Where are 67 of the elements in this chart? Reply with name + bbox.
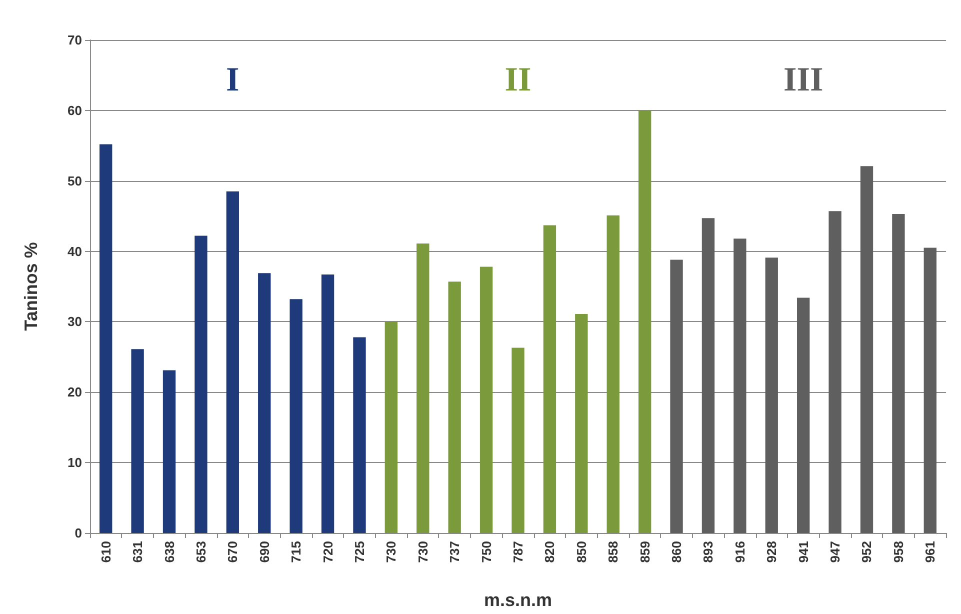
x-tick-label: 750 xyxy=(478,541,494,563)
x-tick-label: 958 xyxy=(890,541,906,563)
y-tick-label: 20 xyxy=(68,384,82,400)
x-tick-label: 858 xyxy=(606,541,621,563)
x-tick-label: 820 xyxy=(542,541,558,563)
bar xyxy=(796,298,810,533)
bar xyxy=(384,322,398,533)
bar xyxy=(765,258,778,533)
bar xyxy=(543,225,556,533)
bar xyxy=(448,282,461,533)
x-tick-label: 730 xyxy=(415,541,430,563)
text: III xyxy=(783,62,824,98)
x-tick-label: 961 xyxy=(922,541,938,563)
bar xyxy=(100,144,112,533)
x-tick-label: 653 xyxy=(193,541,208,563)
bar xyxy=(575,314,588,533)
bar xyxy=(924,248,936,533)
y-axis-title: Taninos % xyxy=(21,242,41,331)
x-tick-label: 631 xyxy=(130,541,146,563)
y-tick-label: 60 xyxy=(68,102,82,118)
x-tick-label: 690 xyxy=(256,541,272,563)
bar xyxy=(860,166,874,533)
y-tick-label: 30 xyxy=(68,314,82,330)
x-axis-title: m.s.n.m xyxy=(484,590,552,610)
bar xyxy=(290,299,302,533)
x-tick-label: 720 xyxy=(320,541,336,563)
x-tick-label: 893 xyxy=(700,541,716,563)
x-tick-label: 947 xyxy=(828,541,843,563)
text: I xyxy=(226,62,240,98)
x-tick-label: 638 xyxy=(162,541,177,563)
text: II xyxy=(504,62,532,98)
x-tick-label: 725 xyxy=(352,541,367,563)
x-tick-label: 916 xyxy=(732,541,748,563)
bar xyxy=(194,236,208,533)
x-tick-label: 670 xyxy=(225,541,240,563)
bar xyxy=(512,348,524,533)
bar xyxy=(162,370,176,533)
y-tick-label: 40 xyxy=(68,244,82,259)
x-tick-label: 610 xyxy=(98,541,114,563)
x-tick-label: 715 xyxy=(288,541,304,563)
bar xyxy=(828,211,842,533)
bar xyxy=(670,260,683,533)
y-tick-label: 50 xyxy=(68,173,82,188)
x-tick-label: 928 xyxy=(764,541,780,563)
bar xyxy=(226,191,240,533)
y-tick-label: 0 xyxy=(74,526,82,540)
x-tick-label: 860 xyxy=(669,541,684,563)
x-tick-label: 730 xyxy=(384,541,399,563)
x-tick-label: 941 xyxy=(796,541,811,563)
bar xyxy=(734,238,746,533)
x-tick-label: 850 xyxy=(574,541,589,563)
y-tick-label: 10 xyxy=(68,455,82,470)
x-tick-label: 952 xyxy=(859,541,874,563)
x-tick-label: 737 xyxy=(447,541,462,563)
x-tick-label: 787 xyxy=(510,541,526,563)
x-tick-label: 859 xyxy=(637,541,652,563)
bar xyxy=(606,215,620,533)
bar xyxy=(480,266,493,533)
bar xyxy=(638,110,652,533)
bar xyxy=(353,337,366,533)
bar xyxy=(416,244,430,533)
bar xyxy=(131,349,144,533)
y-tick-label: 70 xyxy=(68,32,82,48)
bar xyxy=(258,273,271,533)
bar xyxy=(892,214,905,533)
bar xyxy=(321,274,334,533)
bar xyxy=(702,218,715,533)
